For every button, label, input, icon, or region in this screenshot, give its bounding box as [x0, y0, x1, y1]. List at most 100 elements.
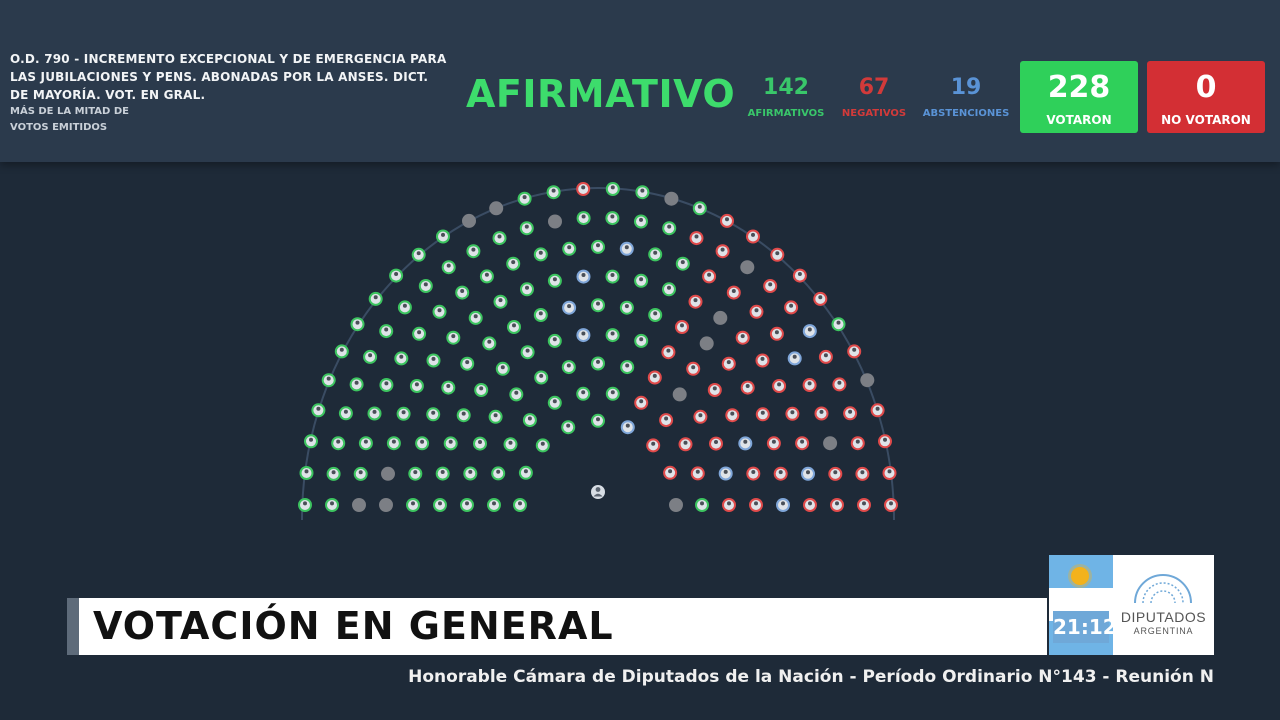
- seat-ausente: [669, 498, 683, 512]
- afirmativos-count: 142 AFIRMATIVOS: [736, 74, 836, 122]
- seat-negativo: [690, 466, 705, 481]
- seat-afirmativo: [675, 256, 690, 271]
- votaron-label: VOTARON: [1046, 113, 1112, 127]
- seat-negativo: [749, 304, 764, 319]
- seat-abstencion: [787, 351, 802, 366]
- seat-afirmativo: [491, 466, 506, 481]
- seat-afirmativo: [576, 386, 591, 401]
- seat-afirmativo: [349, 377, 364, 392]
- seat-ausente: [699, 336, 714, 351]
- seat-afirmativo: [460, 498, 474, 512]
- afirmativos-label: AFIRMATIVOS: [747, 108, 825, 119]
- institution-line2: ARGENTINA: [1133, 626, 1194, 636]
- seat-negativo: [646, 438, 661, 453]
- seat-negativo: [813, 291, 828, 306]
- seat-negativo: [784, 300, 799, 315]
- seat-afirmativo: [493, 294, 508, 309]
- abstenciones-count: 19 ABSTENCIONES: [916, 74, 1016, 122]
- negativos-count: 67 NEGATIVOS: [824, 74, 924, 122]
- seat-afirmativo: [326, 466, 341, 481]
- seat-afirmativo: [506, 256, 521, 271]
- seat-afirmativo: [561, 420, 576, 435]
- seat-negativo: [755, 407, 770, 422]
- seat-afirmativo: [509, 387, 524, 402]
- seat-afirmativo: [331, 436, 346, 451]
- seat-abstencion: [619, 241, 634, 256]
- seat-afirmativo: [311, 403, 326, 418]
- seat-abstencion: [802, 324, 817, 339]
- clock-time: 21:12: [1053, 611, 1113, 643]
- seat-afirmativo: [358, 436, 373, 451]
- seat-afirmativo: [576, 211, 591, 226]
- seat-afirmativo: [533, 308, 548, 322]
- seat-afirmativo: [479, 269, 494, 284]
- afirmativos-value: 142: [763, 75, 809, 100]
- seat-afirmativo: [662, 221, 677, 236]
- seat-negativo: [766, 436, 781, 451]
- motion-title: O.D. 790 - INCREMENTO EXCEPCIONAL Y DE E…: [10, 52, 447, 102]
- seat-negativo: [843, 406, 858, 421]
- negativos-label: NEGATIVOS: [841, 108, 907, 119]
- seat-negativo: [772, 379, 787, 393]
- seat-abstencion: [776, 498, 790, 512]
- seat-afirmativo: [350, 317, 365, 332]
- seat-negativo: [693, 409, 708, 424]
- seat-afirmativo: [547, 273, 562, 288]
- seat-ausente: [672, 387, 687, 402]
- seat-negativo: [707, 383, 722, 397]
- seat-ausente: [379, 498, 393, 512]
- seat-afirmativo: [455, 285, 470, 300]
- seat-afirmativo: [605, 182, 620, 196]
- seat-afirmativo: [456, 408, 471, 423]
- dome-icon: [1134, 574, 1192, 604]
- seat-afirmativo: [662, 282, 676, 297]
- seat-afirmativo: [468, 310, 483, 325]
- seat-afirmativo: [561, 360, 576, 375]
- seat-group: [298, 182, 898, 512]
- seat-afirmativo: [487, 498, 501, 512]
- seat-afirmativo: [546, 185, 561, 200]
- news-ticker: Honorable Cámara de Diputados de la Naci…: [408, 667, 1214, 687]
- seat-afirmativo: [418, 279, 433, 293]
- seat-afirmativo: [406, 498, 420, 512]
- seat-abstencion: [718, 466, 733, 481]
- seat-negativo: [792, 268, 807, 283]
- seat-ausente: [352, 498, 366, 512]
- seat-abstencion: [801, 466, 815, 481]
- seat-afirmativo: [482, 336, 497, 351]
- seat-afirmativo: [298, 498, 312, 512]
- seat-afirmativo: [547, 333, 562, 348]
- seat-afirmativo: [620, 360, 635, 375]
- seat-afirmativo: [433, 498, 447, 512]
- majority-rule: MÁS DE LA MITAD DE VOTOS EMITIDOS: [10, 106, 129, 133]
- negativos-value: 67: [858, 75, 890, 100]
- seat-afirmativo: [591, 239, 605, 254]
- seat-negativo: [688, 294, 703, 309]
- seat-afirmativo: [695, 498, 709, 512]
- seat-negativo: [803, 498, 817, 512]
- seat-negativo: [857, 498, 871, 512]
- seat-afirmativo: [533, 247, 548, 262]
- seat-afirmativo: [648, 247, 663, 262]
- seat-afirmativo: [299, 466, 314, 480]
- seat-afirmativo: [534, 370, 549, 385]
- seat-afirmativo: [495, 361, 510, 376]
- seat-afirmativo: [692, 201, 707, 216]
- seat-abstencion: [576, 269, 591, 284]
- seat-abstencion: [738, 436, 753, 451]
- seat-negativo: [884, 498, 898, 512]
- seat-afirmativo: [368, 291, 383, 306]
- seat-ausente: [381, 466, 395, 481]
- seat-afirmativo: [605, 386, 620, 401]
- seat-afirmativo: [463, 466, 478, 481]
- no-votaron-box: 0 NO VOTARON: [1147, 61, 1265, 133]
- diputados-logo: 21:12 DIPUTADOS ARGENTINA: [1049, 555, 1214, 655]
- seat-negativo: [735, 330, 750, 345]
- seat-negativo: [878, 434, 892, 449]
- seat-negativo: [785, 406, 800, 421]
- seat-afirmativo: [367, 406, 382, 421]
- seat-afirmativo: [325, 498, 339, 512]
- seat-negativo: [661, 345, 676, 360]
- seat-negativo: [663, 465, 678, 480]
- seat-negativo: [746, 229, 760, 244]
